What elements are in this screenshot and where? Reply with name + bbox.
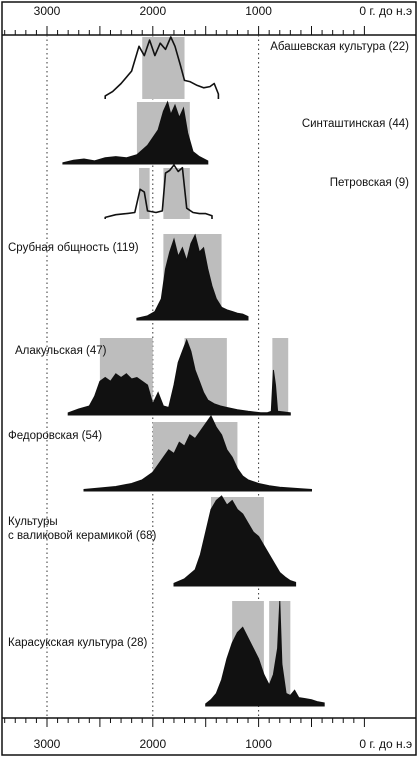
series-7	[173, 495, 297, 587]
series-1	[104, 36, 220, 99]
bottom-tick-label-0: 0 г. до н.э	[359, 737, 412, 751]
series-labels: Абашевская культура (22) Синташтинская (4…	[8, 41, 409, 649]
distribution-area	[62, 100, 209, 165]
series-8	[205, 600, 325, 707]
distribution-area	[205, 600, 325, 707]
series-5	[67, 338, 291, 416]
distribution-area	[173, 495, 297, 587]
series-layer	[62, 36, 325, 707]
top-tick-label-2000: 2000	[139, 4, 166, 18]
top-tick-label-3000: 3000	[34, 4, 61, 18]
series-label: Культуры с валиковой керамикой (68)	[8, 516, 156, 542]
bottom-tick-label-3000: 3000	[34, 737, 61, 751]
series-label: Петровская (9)	[330, 177, 409, 189]
distribution-line	[104, 36, 220, 99]
distribution-line	[104, 164, 213, 219]
bottom-tick-label-2000: 2000	[139, 737, 166, 751]
series-2	[62, 100, 209, 165]
series-label: Синташтинская (44)	[302, 118, 409, 130]
series-label: Федоровская (54)	[8, 430, 102, 442]
series-6	[83, 415, 312, 492]
axis-ticks: 3000 3000 2000 2000 1000 1000 0 г. до н.э 0 г. …	[4, 4, 412, 751]
series-4	[136, 233, 249, 321]
series-label: Алакульская (47)	[15, 345, 107, 357]
top-tick-label-1000: 1000	[245, 4, 272, 18]
series-3	[104, 164, 213, 219]
distribution-area	[136, 233, 249, 321]
bottom-tick-label-1000: 1000	[245, 737, 272, 751]
top-tick-label-0: 0 г. до н.э	[359, 4, 412, 18]
series-label: Карасукская культура (28)	[8, 637, 147, 649]
distribution-area	[67, 338, 291, 416]
series-label: Абашевская культура (22)	[270, 41, 409, 53]
series-label: Срубная общность (119)	[8, 242, 139, 254]
distribution-area	[83, 415, 312, 492]
